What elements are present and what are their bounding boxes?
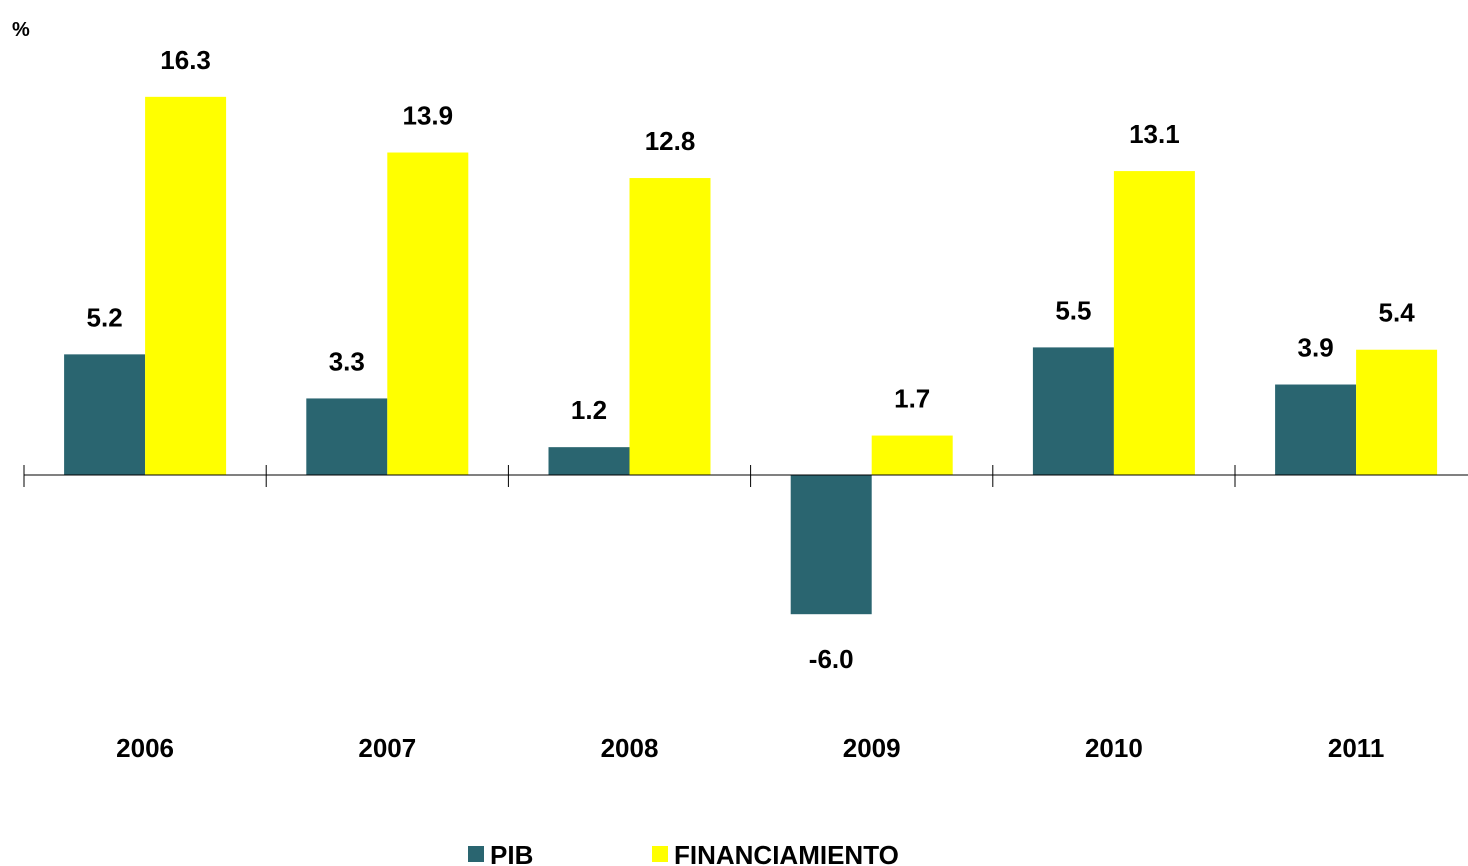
bar (1032, 347, 1114, 475)
bar (145, 96, 227, 475)
legend-label: PIB (490, 840, 533, 866)
bar (790, 475, 872, 615)
data-label: 5.4 (1379, 298, 1416, 328)
data-label: 1.7 (894, 384, 930, 414)
x-tick-label: 2011 (1328, 733, 1384, 763)
x-tick-label: 2010 (1085, 733, 1143, 763)
bar (1113, 171, 1195, 475)
bar (629, 178, 711, 476)
bar (871, 435, 953, 475)
data-label: 3.9 (1298, 333, 1334, 363)
data-label: 3.3 (329, 346, 365, 376)
bar (64, 354, 146, 475)
x-tick-label: 2009 (843, 733, 901, 763)
bar (1356, 349, 1438, 475)
data-label: 13.1 (1129, 119, 1180, 149)
legend-swatch (468, 846, 484, 862)
data-label: 12.8 (645, 126, 696, 156)
bar (306, 398, 388, 475)
data-label: 1.2 (571, 395, 607, 425)
x-tick-label: 2006 (116, 733, 174, 763)
bar (387, 152, 469, 475)
bar (1275, 384, 1357, 475)
x-tick-label: 2008 (601, 733, 659, 763)
y-axis-label: % (12, 19, 30, 41)
x-tick-label: 2007 (358, 733, 416, 763)
data-label: 16.3 (160, 45, 211, 75)
bar (548, 447, 630, 475)
data-label: -6.0 (809, 644, 854, 674)
legend-swatch (652, 846, 668, 862)
data-label: 13.9 (402, 101, 453, 131)
data-label: 5.2 (87, 302, 123, 332)
data-label: 5.5 (1055, 295, 1091, 325)
legend-label: FINANCIAMIENTO (674, 840, 899, 866)
